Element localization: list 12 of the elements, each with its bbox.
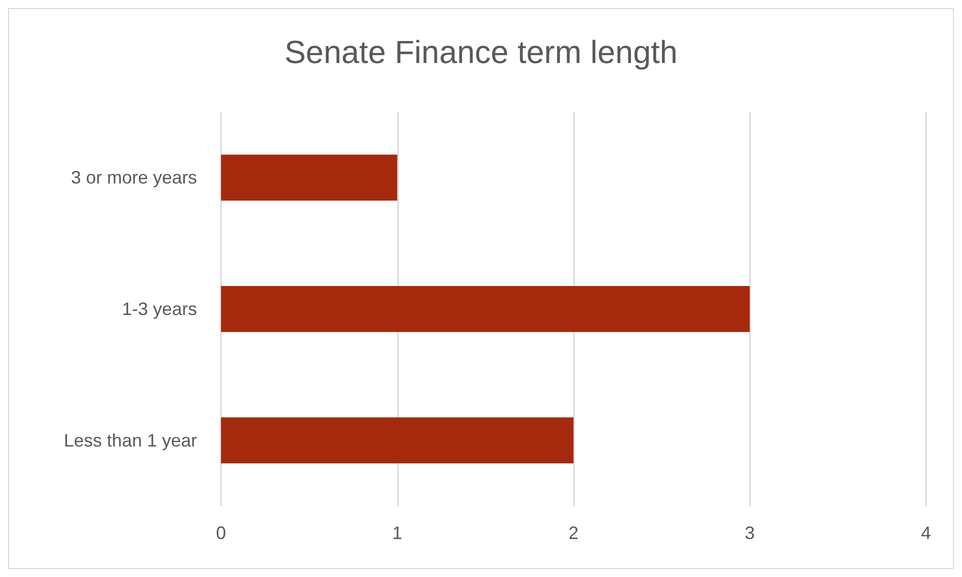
y-tick-label: 3 or more years: [70, 168, 197, 188]
chart-title: Senate Finance term length: [284, 34, 678, 70]
y-tick-label: Less than 1 year: [64, 430, 197, 450]
bar: [221, 417, 574, 464]
x-tick-label: 1: [392, 523, 402, 543]
bar: [221, 154, 398, 201]
y-tick-label: 1-3 years: [122, 299, 197, 319]
x-tick-label: 4: [920, 523, 932, 543]
x-tick-label: 0: [216, 523, 226, 543]
x-tick-label: 2: [568, 523, 579, 543]
bar: [221, 286, 750, 332]
x-tick-label: 3: [744, 523, 755, 543]
